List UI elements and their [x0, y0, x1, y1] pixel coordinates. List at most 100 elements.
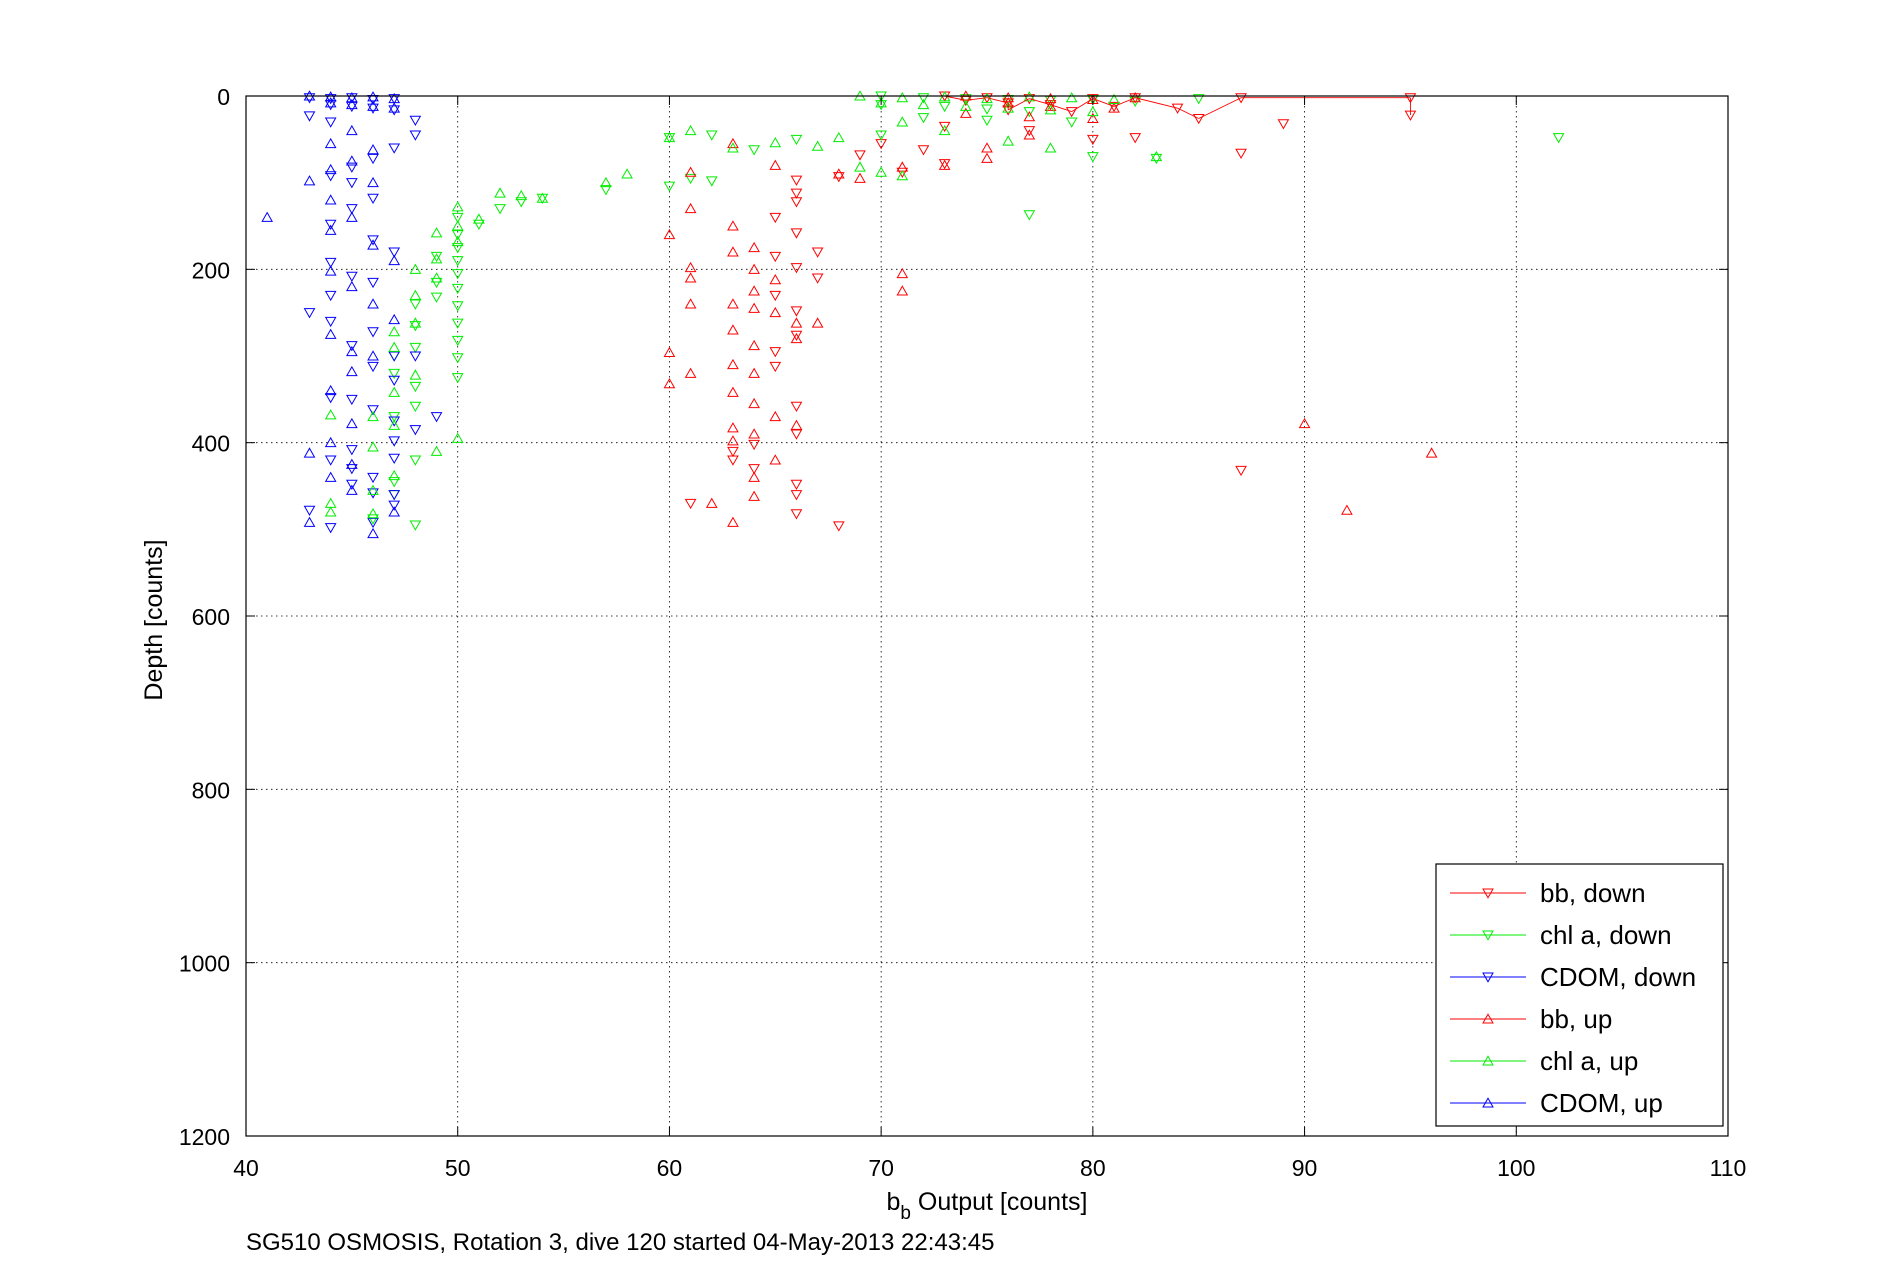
data-point	[981, 115, 993, 127]
data-point	[727, 220, 739, 231]
data-point	[303, 505, 316, 517]
data-point	[769, 361, 782, 373]
data-point	[303, 175, 316, 186]
data-point	[345, 341, 358, 352]
y-tick-label: 0	[217, 84, 230, 110]
data-point	[684, 166, 697, 177]
legend-item: chl a, down	[1450, 920, 1672, 950]
x-tick-label: 70	[868, 1155, 894, 1181]
data-point	[515, 189, 528, 201]
data-point	[324, 455, 337, 466]
data-point	[388, 254, 401, 266]
data-point	[388, 313, 401, 325]
data-point	[1086, 134, 1099, 146]
data-point	[748, 285, 760, 296]
data-point	[388, 436, 401, 447]
data-point	[388, 500, 401, 511]
data-point	[938, 124, 951, 136]
data-point	[324, 316, 337, 328]
data-point	[727, 386, 739, 397]
data-point	[1065, 107, 1078, 118]
data-point	[896, 169, 909, 181]
data-point	[1044, 104, 1057, 115]
data-point	[832, 172, 845, 183]
data-point	[451, 318, 464, 329]
data-point	[663, 181, 676, 192]
data-point	[345, 417, 358, 429]
data-point	[748, 490, 760, 501]
data-point	[727, 422, 739, 433]
data-point	[917, 98, 930, 110]
data-point	[388, 105, 401, 116]
data-point	[705, 176, 718, 187]
data-point	[324, 436, 337, 448]
data-point	[1277, 119, 1290, 130]
data-point	[451, 335, 464, 347]
data-point	[938, 159, 951, 170]
series-line-segment	[1113, 97, 1136, 107]
data-point	[896, 91, 909, 103]
data-point	[388, 368, 401, 380]
data-point	[324, 219, 337, 231]
data-point	[917, 93, 930, 104]
series-line-segment	[944, 95, 966, 101]
series-line-segment	[1135, 97, 1178, 109]
data-point	[600, 176, 612, 188]
data-point	[1044, 100, 1057, 111]
data-point	[367, 100, 379, 111]
data-point	[388, 490, 401, 501]
data-point	[345, 394, 358, 406]
data-point	[748, 397, 760, 409]
data-point	[790, 197, 803, 208]
data-point	[345, 458, 358, 469]
data-point	[430, 445, 443, 456]
data-point	[1023, 210, 1036, 221]
data-point	[345, 91, 358, 103]
x-tick-label: 100	[1497, 1155, 1535, 1181]
data-point	[705, 130, 718, 141]
data-point	[324, 328, 337, 339]
data-point	[790, 332, 803, 344]
data-point	[748, 263, 760, 274]
data-point	[451, 283, 464, 295]
data-point	[324, 393, 337, 404]
data-point	[409, 425, 422, 436]
data-point	[896, 285, 909, 296]
data-point	[451, 353, 464, 364]
data-point	[324, 163, 337, 175]
data-point	[451, 243, 464, 254]
data-point	[1002, 135, 1015, 146]
series-line-segment	[1071, 98, 1094, 112]
data-point	[1129, 91, 1142, 103]
series-line-segment	[1177, 107, 1199, 119]
data-point	[769, 306, 782, 318]
data-point	[875, 166, 888, 177]
series-line-segment	[965, 97, 988, 101]
data-point	[367, 193, 379, 205]
data-point	[409, 321, 422, 332]
data-point	[1002, 102, 1015, 113]
legend-item: bb, down	[1450, 878, 1646, 908]
data-point	[981, 104, 993, 115]
data-point	[748, 464, 760, 475]
data-point	[367, 176, 379, 188]
data-point	[790, 228, 803, 239]
data-point	[451, 201, 464, 212]
data-point	[409, 455, 422, 466]
data-point	[345, 280, 358, 292]
x-tick-label: 50	[445, 1155, 471, 1181]
data-point	[430, 227, 443, 238]
data-point	[727, 137, 739, 149]
data-point	[727, 298, 739, 309]
data-point	[388, 102, 401, 113]
series-cdom-down	[303, 93, 443, 534]
data-point	[811, 140, 824, 151]
legend-marker	[1482, 930, 1494, 941]
data-point	[1023, 111, 1036, 122]
data-point	[790, 306, 803, 317]
data-point	[367, 527, 379, 539]
legend-item: CDOM, down	[1450, 962, 1696, 992]
y-axis-label: Depth [counts]	[140, 539, 168, 700]
data-point	[367, 350, 379, 361]
